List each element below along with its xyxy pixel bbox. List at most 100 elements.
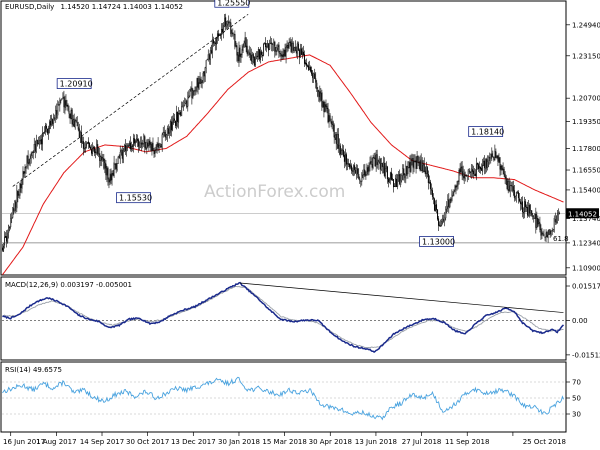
candle	[265, 37, 267, 51]
candle	[121, 145, 123, 164]
candle	[173, 113, 175, 124]
candle	[489, 152, 491, 165]
candle	[377, 159, 379, 170]
candle	[5, 232, 7, 239]
candle	[164, 129, 166, 141]
candle	[46, 123, 48, 133]
candle	[484, 155, 486, 175]
candle	[437, 209, 439, 221]
candle	[69, 113, 71, 124]
candle	[367, 164, 369, 176]
candle	[402, 164, 404, 180]
candle	[77, 121, 79, 132]
candle	[278, 41, 280, 58]
candle	[508, 177, 510, 193]
candle	[389, 171, 391, 185]
candle	[360, 180, 362, 188]
price-annotation: 1.20910	[56, 78, 93, 89]
candle	[414, 154, 416, 163]
candle	[333, 123, 335, 144]
candle	[359, 176, 361, 184]
candle	[24, 164, 26, 179]
candle	[542, 231, 544, 236]
candle	[462, 165, 464, 181]
candle	[233, 33, 235, 40]
candle	[549, 229, 551, 238]
candle	[465, 174, 467, 177]
candle	[179, 110, 181, 116]
candle	[369, 156, 371, 172]
candle	[110, 168, 112, 185]
candle	[28, 159, 30, 166]
candle	[230, 18, 232, 37]
macd-panel-frame	[0, 276, 567, 361]
x-tick-label: 14 Sep 2017	[80, 438, 124, 446]
candle	[514, 195, 516, 201]
candle	[336, 128, 338, 149]
candle	[524, 196, 526, 219]
candle	[413, 154, 415, 173]
candle	[90, 145, 92, 151]
candle	[145, 141, 147, 150]
candle	[221, 23, 223, 41]
candle	[70, 107, 72, 120]
candle	[407, 161, 409, 179]
price-annotations: 1.20910 1.15530 1.25550 1.13000 1.18140	[56, 0, 504, 247]
candle	[227, 20, 229, 30]
candle	[14, 200, 16, 213]
candle	[15, 199, 17, 214]
candle	[343, 151, 345, 169]
candle	[229, 20, 231, 27]
candle	[29, 153, 31, 167]
candle	[269, 39, 271, 51]
candle	[448, 193, 450, 214]
y-tick-label: 0.015178	[572, 283, 600, 291]
candle	[300, 43, 302, 55]
candle	[228, 15, 230, 29]
candle	[543, 229, 545, 237]
candle	[351, 163, 353, 174]
candle	[476, 162, 478, 170]
macd-panel-title: MACD(12,26,9) 0.003197 -0.005001	[5, 281, 132, 289]
candle	[529, 203, 531, 218]
candle	[466, 175, 468, 183]
candlesticks	[2, 13, 560, 253]
candle	[533, 214, 535, 223]
candle	[274, 40, 276, 58]
candle	[388, 177, 390, 184]
candle	[321, 89, 323, 111]
candle	[525, 199, 527, 213]
candle	[490, 153, 492, 164]
candle	[355, 167, 357, 174]
candle	[432, 193, 434, 205]
candle	[550, 230, 552, 237]
candle	[439, 221, 441, 227]
candle	[420, 153, 422, 171]
annotation-label: 1.25550	[217, 0, 250, 7]
candle	[446, 201, 448, 214]
candle	[408, 160, 410, 169]
candle	[379, 157, 381, 175]
candle	[419, 155, 421, 172]
candle	[195, 86, 197, 95]
candle	[375, 149, 377, 172]
candle	[165, 133, 167, 140]
candle	[298, 48, 300, 65]
candle	[426, 166, 428, 178]
candle	[52, 118, 54, 126]
candle	[491, 147, 493, 161]
candle	[84, 140, 86, 153]
candle	[181, 101, 183, 117]
candle	[285, 43, 287, 64]
candle	[248, 45, 250, 58]
candle	[141, 136, 143, 152]
candle	[259, 46, 261, 64]
candle	[246, 39, 248, 57]
candle	[534, 213, 536, 220]
candle	[457, 180, 459, 190]
candle	[2, 243, 4, 252]
candle	[422, 160, 424, 173]
candle	[26, 154, 28, 169]
candle	[260, 49, 262, 58]
